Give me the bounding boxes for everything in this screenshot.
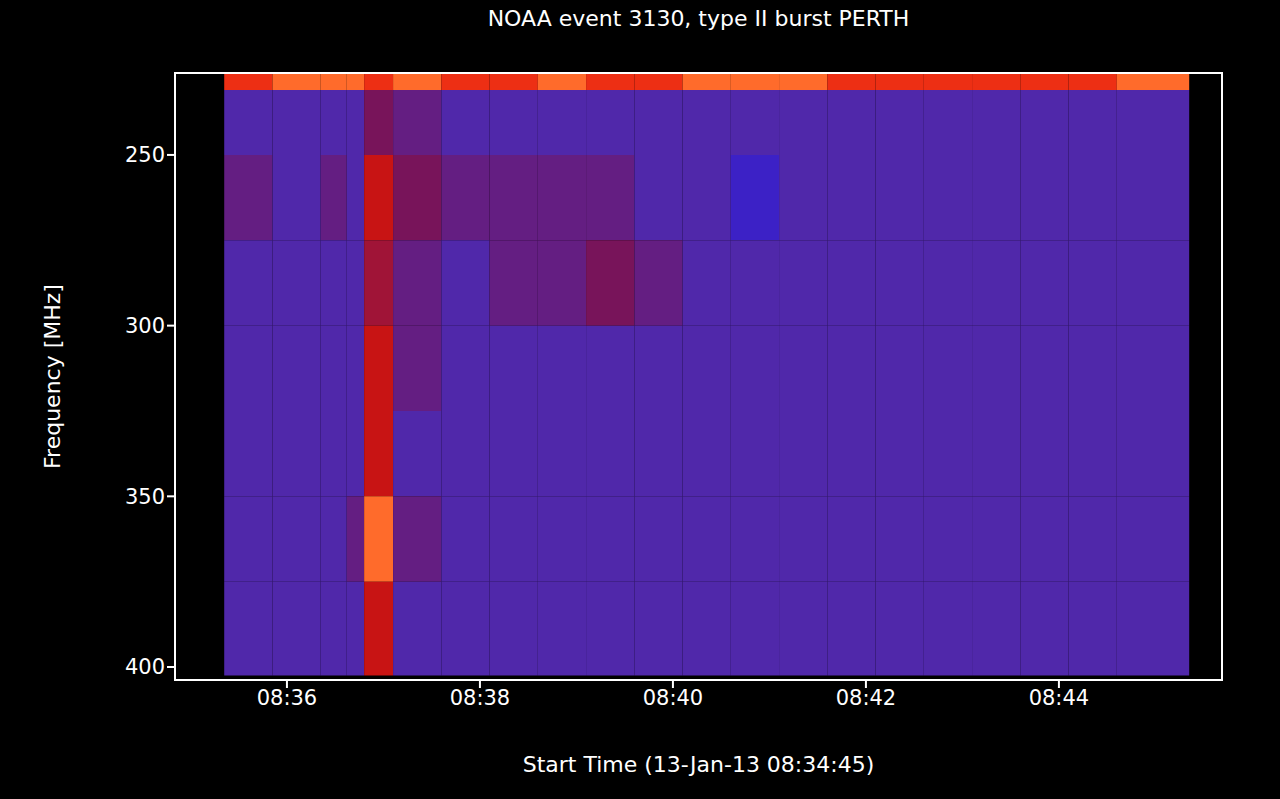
svg-text:350: 350 [125, 485, 165, 509]
svg-text:Start Time (13-Jan-13 08:34:45: Start Time (13-Jan-13 08:34:45) [523, 752, 875, 777]
svg-text:08:44: 08:44 [1029, 686, 1090, 710]
svg-text:Frequency [MHz]: Frequency [MHz] [40, 284, 65, 469]
svg-text:08:40: 08:40 [643, 686, 704, 710]
svg-text:08:42: 08:42 [836, 686, 897, 710]
svg-text:300: 300 [125, 314, 165, 338]
html-text:NOAA event 3130, type II burst: NOAA event 3130, type II burst PERTH [487, 6, 910, 31]
svg-text:08:36: 08:36 [257, 686, 318, 710]
svg-text:08:38: 08:38 [450, 686, 511, 710]
svg-text:400: 400 [125, 655, 165, 679]
svg-text:250: 250 [125, 143, 165, 167]
